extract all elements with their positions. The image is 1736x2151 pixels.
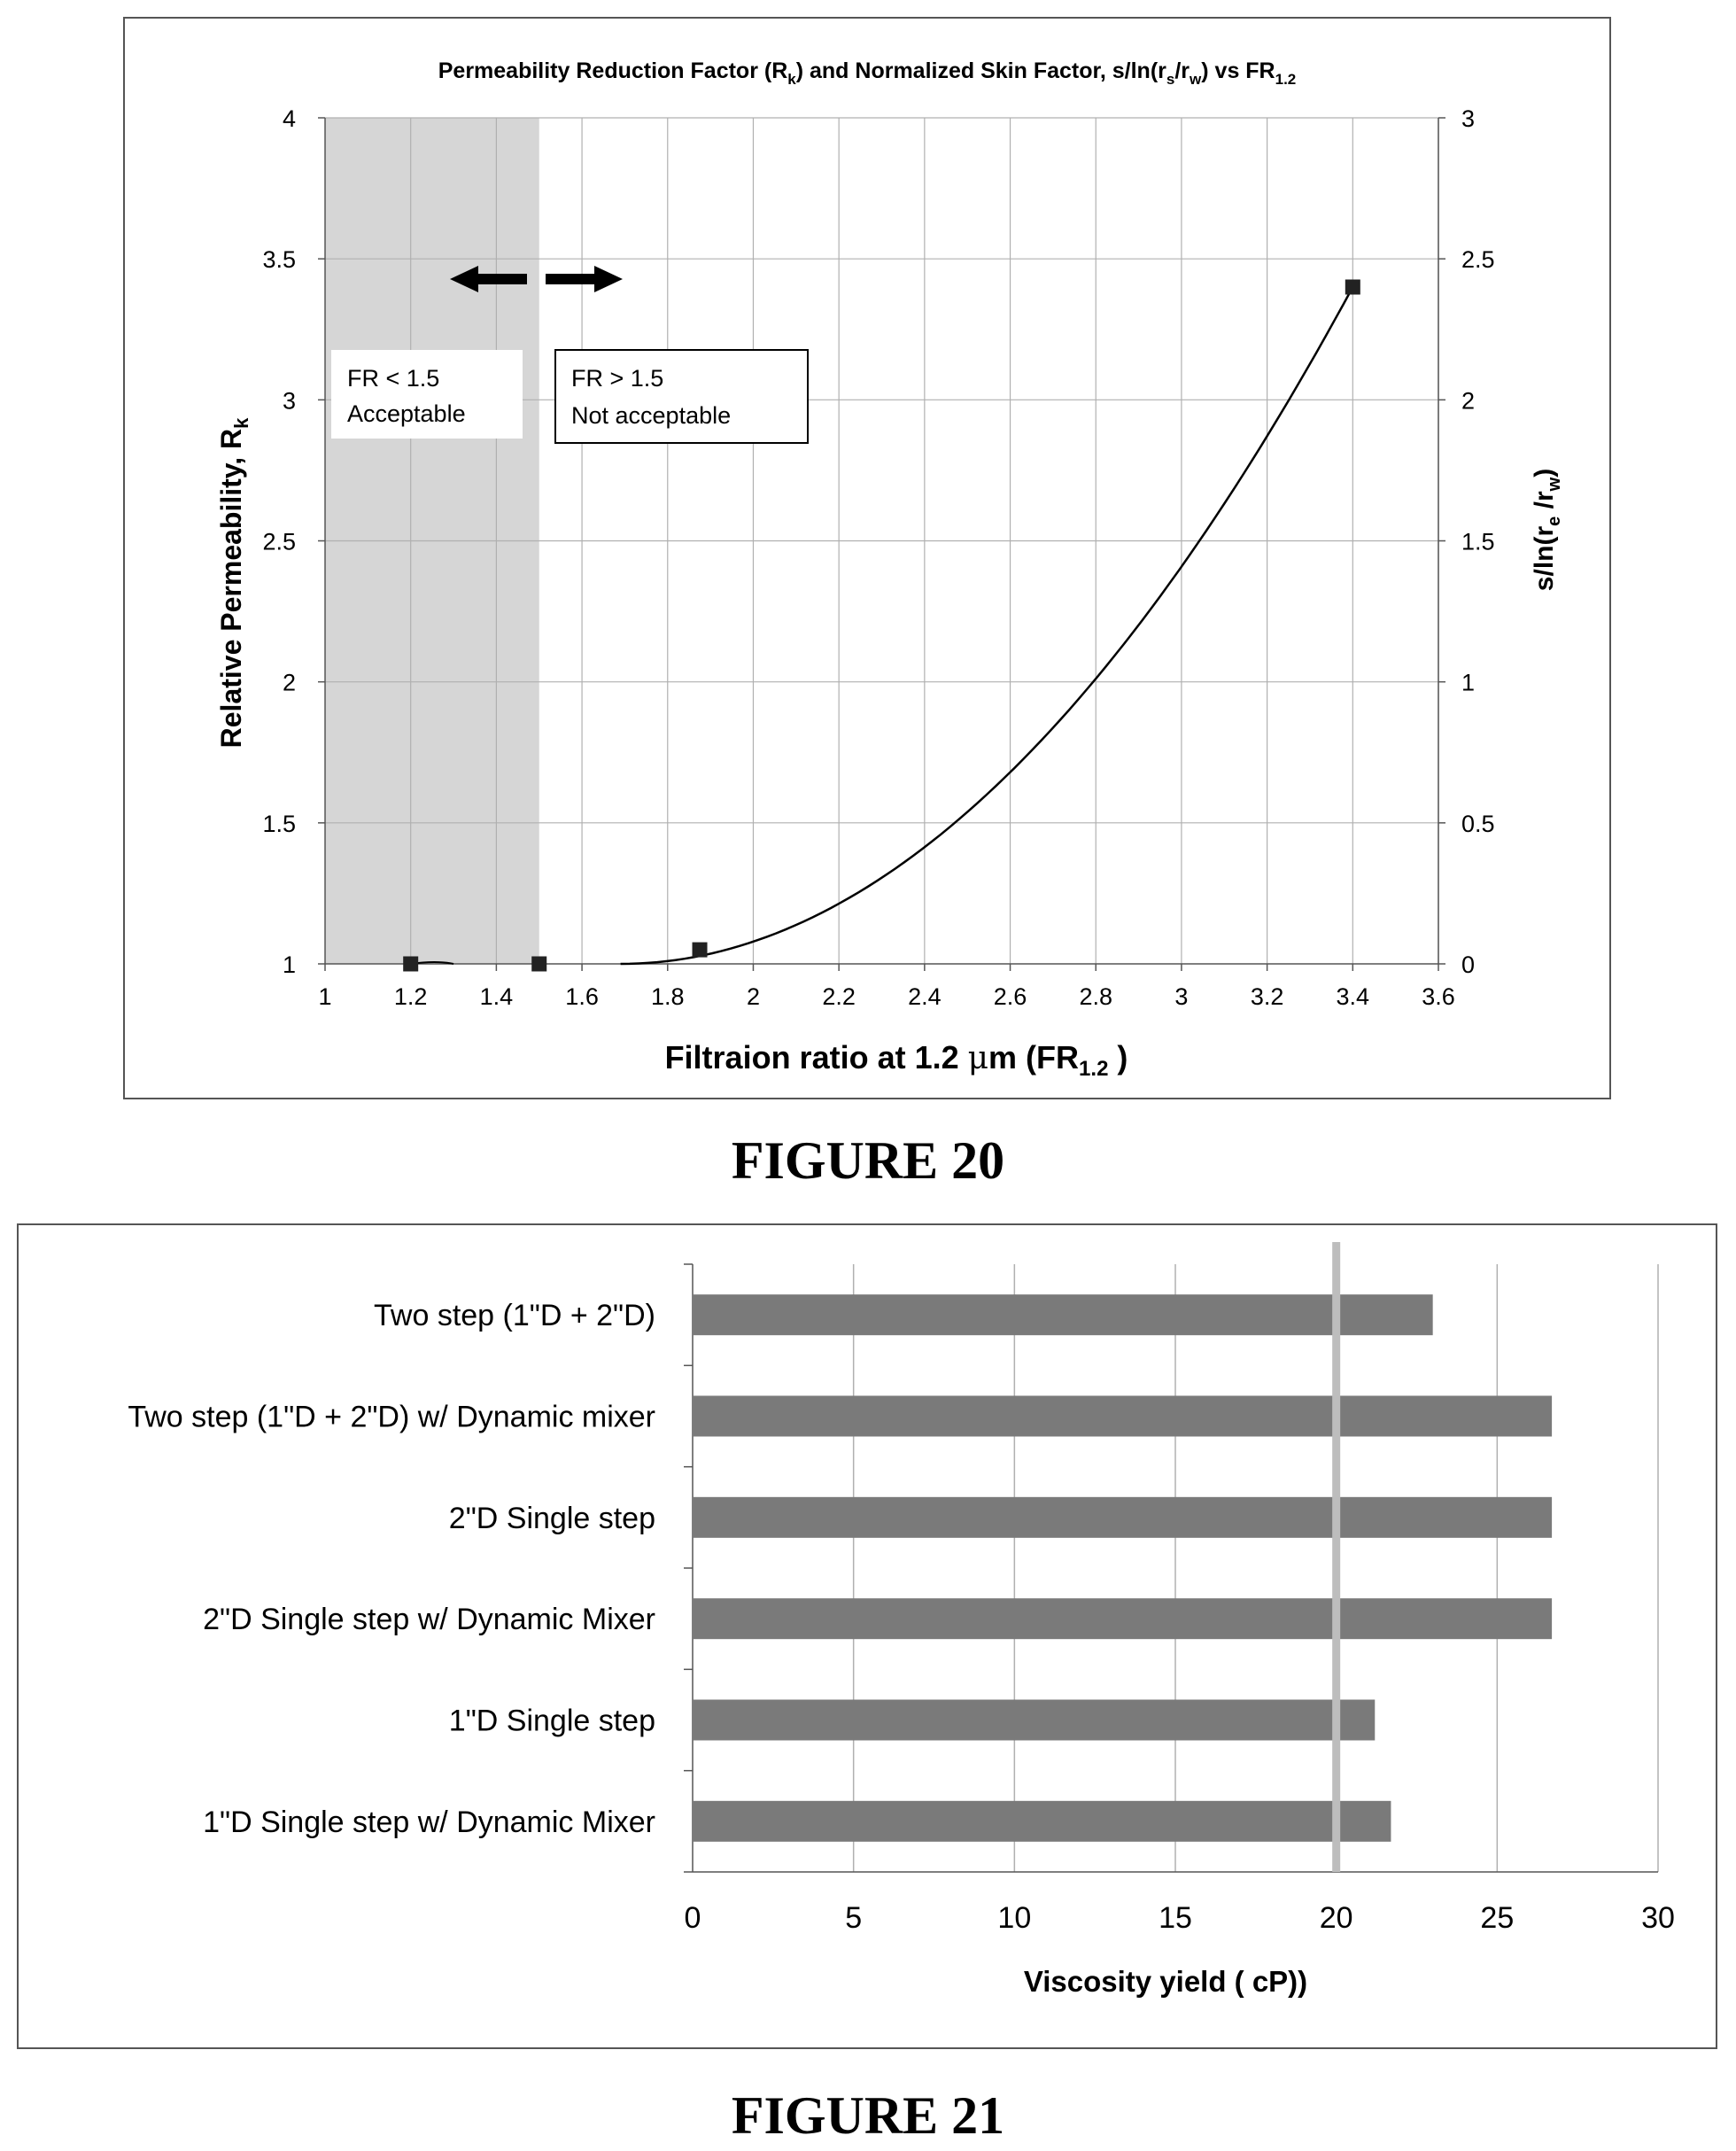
- figure20-not-acceptable-box: FR > 1.5 Not acceptable: [554, 349, 809, 444]
- figure20-title: Permeability Reduction Factor (Rk) and N…: [438, 58, 1297, 88]
- category-label: 2"D Single step w/ Dynamic Mixer: [203, 1603, 655, 1636]
- category-label: 1"D Single step: [449, 1704, 655, 1738]
- not-acceptable-box-line1: FR > 1.5: [571, 365, 663, 392]
- y2-tick-label: 2: [1461, 387, 1475, 414]
- figure20-chart: 1 1.2 1.4 1.6 1.8 2 2.2 2.4 2.6 2.8 3 3.2 3.4 3.6 1 1.5…: [123, 17, 1611, 1099]
- y-tick-label: 2: [283, 670, 296, 696]
- category-label: 1"D Single step w/ Dynamic Mixer: [203, 1805, 655, 1839]
- bar: [693, 1598, 1553, 1640]
- x-tick-label: 25: [1480, 1901, 1514, 1935]
- x-tick-label: 3.4: [1337, 983, 1370, 1010]
- trendline-curve: [620, 286, 1354, 966]
- y-tick-label: 3.5: [262, 246, 296, 273]
- y2-tick-label: 3: [1461, 105, 1475, 132]
- y2-tick-label: 1: [1461, 670, 1475, 696]
- x-tick-label: 30: [1641, 1901, 1675, 1935]
- data-point-marker: [403, 956, 419, 972]
- not-acceptable-box-line2: Not acceptable: [571, 402, 731, 429]
- bar: [693, 1395, 1553, 1437]
- category-label: Two step (1"D + 2"D) w/ Dynamic mixer: [128, 1401, 655, 1434]
- y-tick-label: 1: [283, 951, 296, 978]
- figure20-y2-axis-label: s/ln(re /rw): [1530, 469, 1564, 591]
- figure20-acceptable-box: FR < 1.5 Acceptable: [331, 350, 523, 439]
- figure21-caption: FIGURE 21: [732, 2086, 1004, 2145]
- y2-tick-label: 2.5: [1461, 246, 1495, 273]
- data-point-marker: [531, 956, 547, 972]
- y-tick-label: 1.5: [262, 811, 296, 837]
- left-arrow-icon: [450, 266, 527, 292]
- x-tick-label: 1: [318, 983, 331, 1010]
- x-tick-label: 10: [997, 1901, 1031, 1935]
- x-tick-label: 3.6: [1422, 983, 1455, 1010]
- figure21-chart: 0 5 10 15 20 25 30 Two step (1"D + 2"D) Two ste…: [17, 1223, 1717, 2049]
- data-point-marker: [692, 942, 708, 958]
- x-tick-label: 2.6: [994, 983, 1027, 1010]
- y2-tick-label: 1.5: [1461, 529, 1495, 555]
- y-tick-label: 2.5: [262, 529, 296, 555]
- figure20-caption: FIGURE 20: [732, 1131, 1004, 1190]
- x-tick-label: 2.8: [1079, 983, 1112, 1010]
- figure21-x-axis-label: Viscosity yield ( cP)): [1024, 1965, 1307, 1998]
- y2-tick-label: 0: [1461, 951, 1475, 978]
- bar: [693, 1800, 1391, 1842]
- x-tick-label: 1.6: [565, 983, 599, 1010]
- acceptable-box-line1: FR < 1.5: [347, 365, 439, 392]
- x-tick-label: 1.2: [394, 983, 428, 1010]
- figure20-x-axis-label: Filtraion ratio at 1.2 μm (FR1.2 ): [665, 1039, 1128, 1081]
- acceptable-box-line2: Acceptable: [347, 400, 466, 427]
- right-arrow-icon: [546, 266, 623, 292]
- bar: [693, 1294, 1433, 1336]
- x-tick-label: 5: [845, 1901, 862, 1935]
- y2-tick-label: 0.5: [1461, 811, 1495, 837]
- x-tick-label: 2: [747, 983, 760, 1010]
- bar: [693, 1496, 1553, 1538]
- x-tick-label: 0: [685, 1901, 701, 1935]
- x-tick-label: 2.4: [908, 983, 942, 1010]
- x-tick-label: 3.2: [1251, 983, 1284, 1010]
- category-label: Two step (1"D + 2"D): [374, 1299, 655, 1332]
- x-tick-label: 15: [1159, 1901, 1192, 1935]
- data-point-marker: [1345, 279, 1360, 295]
- figure20-y-axis-label: Relative Permeability, Rk: [215, 417, 252, 748]
- category-label: 2"D Single step: [449, 1502, 655, 1535]
- bar: [693, 1699, 1376, 1741]
- y-tick-label: 3: [283, 387, 296, 414]
- y-tick-label: 4: [283, 105, 296, 132]
- x-tick-label: 1.4: [480, 983, 514, 1010]
- x-tick-label: 3: [1174, 983, 1188, 1010]
- x-tick-label: 1.8: [651, 983, 685, 1010]
- x-tick-label: 2.2: [822, 983, 856, 1010]
- x-tick-label: 20: [1320, 1901, 1353, 1935]
